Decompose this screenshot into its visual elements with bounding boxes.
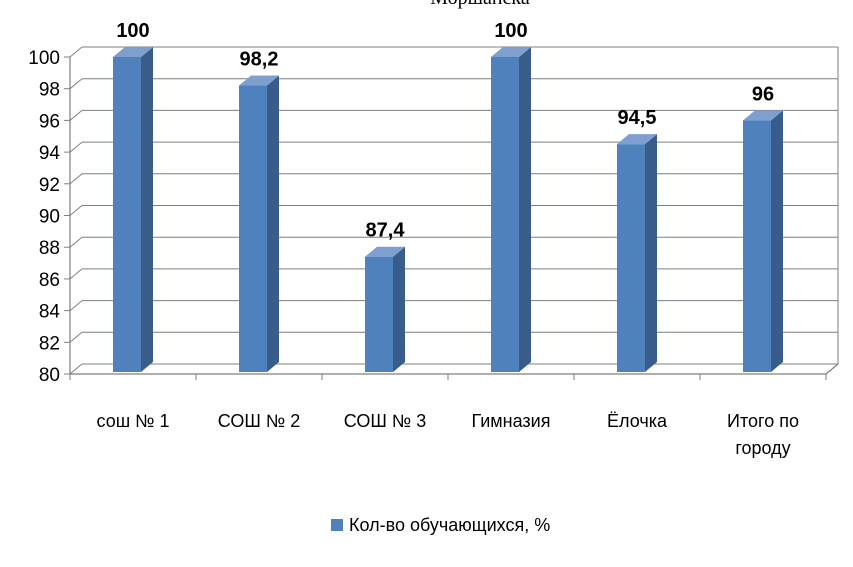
bar-front (617, 144, 645, 372)
y-tick-label: 88 (39, 238, 60, 259)
y-tick-label: 86 (39, 270, 60, 291)
bar-side (393, 246, 405, 372)
y-tick-label: 84 (39, 302, 61, 323)
bar (239, 75, 279, 372)
bar-front (491, 57, 519, 372)
legend-swatch (331, 519, 343, 531)
bar-side (267, 75, 279, 372)
bar-top (617, 134, 657, 145)
bar-front (239, 85, 267, 372)
data-label: 96 (752, 83, 774, 105)
y-tick-label: 92 (39, 175, 60, 196)
bar-side (771, 110, 783, 373)
axes (69, 57, 839, 380)
bar (491, 47, 531, 372)
bar-side (519, 47, 531, 372)
y-tick-label: 98 (39, 80, 60, 101)
data-label: 100 (494, 20, 527, 42)
bar-top (743, 110, 783, 121)
legend-label: Кол-во обучающихся, % (349, 515, 550, 535)
y-axis-ticks: 80 82 84 86 88 90 92 94 96 98 100 (28, 48, 70, 386)
bar (617, 134, 657, 372)
bar (743, 110, 783, 373)
data-label: 100 (116, 20, 149, 42)
bars (113, 47, 783, 373)
legend: Кол-во обучающихся, % (331, 515, 550, 535)
bar-top (113, 47, 153, 57)
bar-side (141, 47, 153, 372)
category-label: СОШ № 2 (218, 411, 300, 431)
y-tick-label: 90 (39, 207, 60, 228)
gridlines (69, 46, 839, 375)
y-tick-label: 80 (39, 365, 60, 386)
y-tick-label: 96 (39, 111, 60, 132)
bar-front (743, 120, 771, 373)
bar-top (491, 47, 531, 57)
bar (113, 47, 153, 372)
category-label: Ёлочка (607, 411, 668, 431)
bar-top (365, 246, 405, 257)
chart-title: Моршанска (430, 0, 530, 9)
bar (365, 246, 405, 372)
y-tick-label: 94 (39, 143, 61, 164)
bar-top (239, 75, 279, 86)
bar-side (645, 134, 657, 372)
category-label: СОШ № 3 (344, 411, 426, 431)
category-label: Гимназия (472, 411, 551, 431)
category-label: Итого по городу (727, 411, 799, 458)
bar-front (365, 256, 393, 372)
data-label: 98,2 (240, 49, 279, 71)
category-labels: сош № 1 СОШ № 2 СОШ № 3 Гимназия Ёлочка Итого… (97, 411, 799, 458)
data-label: 87,4 (366, 220, 406, 242)
y-tick-label: 100 (28, 48, 60, 69)
category-label: сош № 1 (97, 411, 170, 431)
data-labels: 100 98,2 87,4 100 94,5 96 (116, 20, 774, 242)
data-label: 94,5 (618, 107, 657, 129)
y-tick-label: 82 (39, 333, 60, 354)
bar-front (113, 57, 141, 372)
